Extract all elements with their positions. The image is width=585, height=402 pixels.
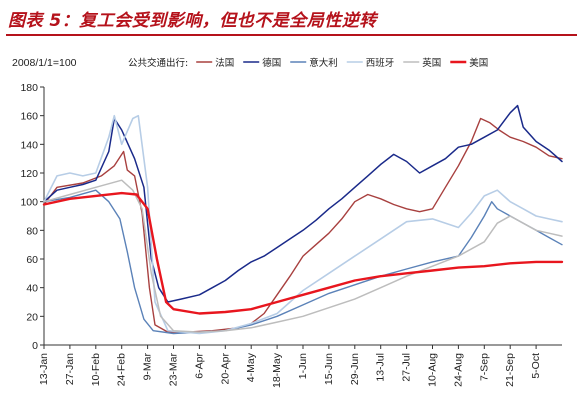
legend-entry: 西班牙 [366,57,395,69]
x-tick-label: 1-Jun [297,353,309,379]
x-tick-label: 23-Mar [168,353,180,387]
series-line [43,104,563,303]
y-tick-label: 60 [26,254,38,266]
y-tick-label: 40 [26,283,38,295]
legend-prefix: 公共交通出行: [128,57,188,69]
x-tick-label: 5-Oct [530,353,542,379]
x-tick-label: 18-May [271,352,283,388]
series-line [43,114,563,335]
y-tick-label: 120 [20,168,38,180]
x-tick-label: 4-May [245,352,257,382]
x-tick-label: 9-Mar [142,352,154,380]
legend: 公共交通出行: 法国 德国 意大利 西班牙 英国 美国 [128,57,488,69]
series-line [43,117,563,333]
x-tick-label: 20-Apr [219,352,231,384]
plot-area [42,104,564,335]
x-tick-label: 6-Apr [193,353,205,379]
chart-title: 图表 5：复工会受到影响，但也不是全局性逆转 [8,11,377,31]
x-tick-label: 24-Feb [116,353,128,386]
x-tick-label: 10-Aug [427,353,439,387]
x-tick-label: 27-Jul [401,353,413,382]
y-tick-label: 160 [20,111,38,123]
y-tick-label: 140 [20,139,38,151]
x-tick-label: 29-Jun [349,353,361,385]
x-tick-label: 7-Sep [478,353,490,381]
x-tick-label: 13-Jan [38,353,50,385]
x-tick-label: 15-Jun [323,353,335,385]
series-line [43,189,563,335]
series-line [42,191,564,315]
x-tick-label: 21-Sep [504,353,516,387]
y-axis-label: 2008/1/1=100 [12,57,77,69]
y-tick-label: 20 [26,311,38,323]
legend-entry: 德国 [262,57,281,69]
legend-entry: 法国 [215,57,234,69]
series-line [43,179,563,333]
legend-entry: 英国 [422,57,441,69]
x-tick-label: 27-Jan [64,353,76,385]
y-tick-label: 0 [32,340,38,352]
y-tick-label: 80 [26,225,38,237]
x-tick-label: 10-Feb [90,353,102,386]
axes: 0 20 40 60 80 100 120 140 160 180 13-Jan 27-Jan 10-F… [20,82,562,388]
x-tick-label: 24-Aug [452,353,464,387]
y-tick-label: 180 [20,82,38,94]
legend-entry: 意大利 [309,57,338,69]
legend-entry: 美国 [469,57,488,69]
x-tick-label: 13-Jul [375,353,387,382]
y-tick-label: 100 [20,197,38,209]
title-rule [6,34,577,36]
